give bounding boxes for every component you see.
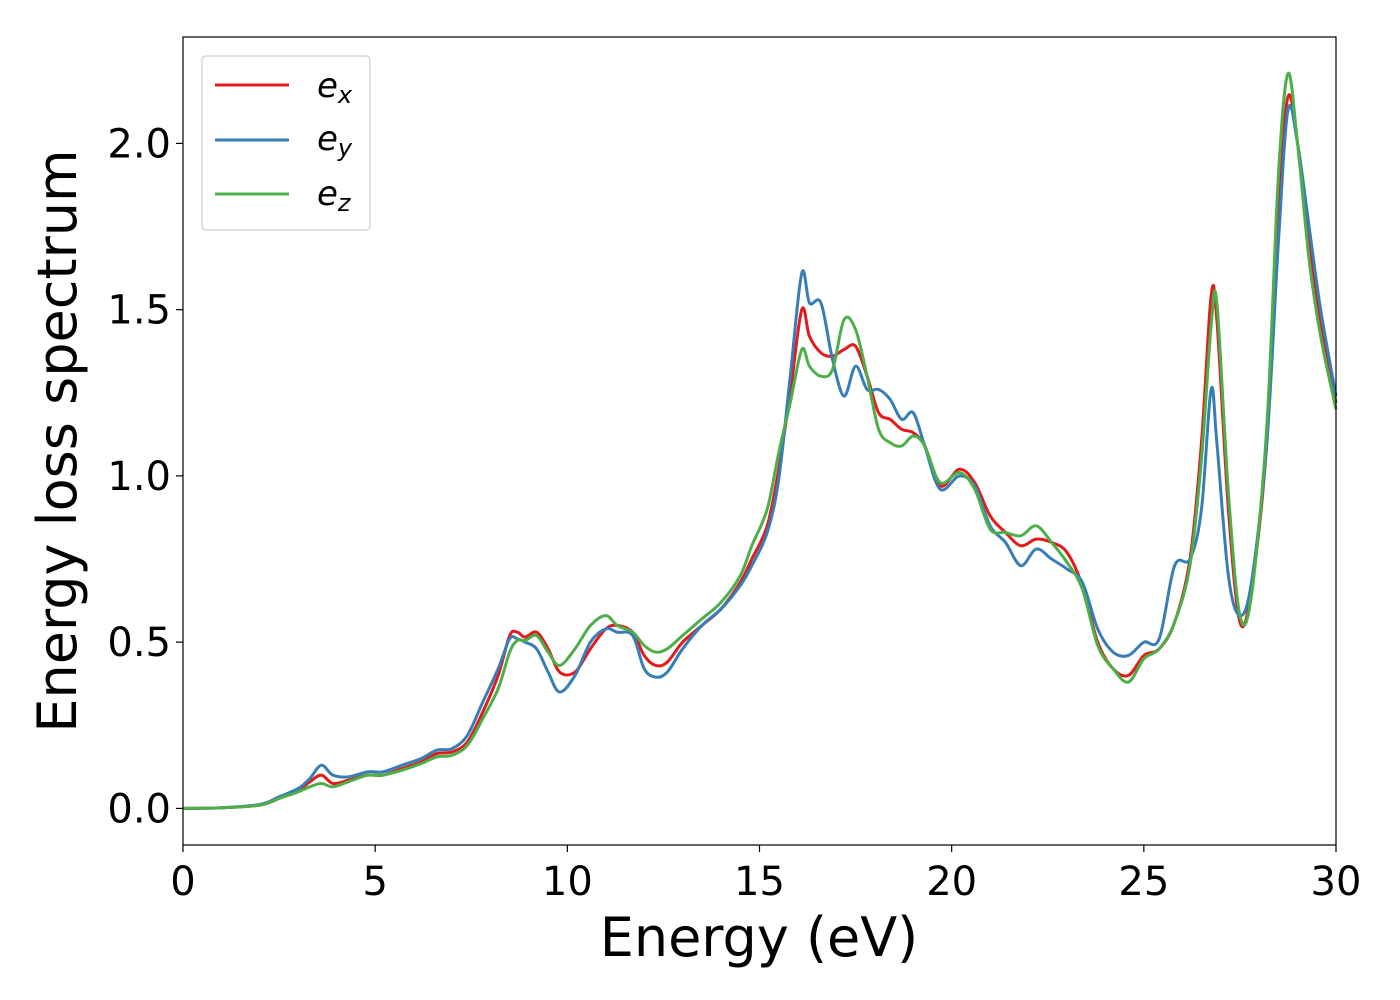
y-tick-label: 2.0 [107,121,171,167]
legend-sub-ey: y [337,134,353,162]
x-tick-label: 5 [362,859,387,905]
y-axis-label: Energy loss spectrum [26,149,89,732]
x-axis-label: Energy (eV) [600,906,919,969]
y-axis-ticks: 0.0 0.5 1.0 1.5 2.0 [107,121,183,832]
y-tick-label: 1.0 [107,454,171,500]
series-line-ex [182,93,1338,810]
legend-sub-ex: x [337,81,353,109]
legend-sub-ez: z [337,189,352,217]
legend-entry-ez: ez [215,174,352,217]
svg-text:ex: ex [317,66,353,109]
x-tick-label: 20 [926,859,977,905]
legend-label-ey: e [317,119,338,159]
y-tick-label: 1.5 [107,288,171,334]
legend-entry-ey: ey [215,119,353,162]
x-tick-label: 30 [1311,859,1362,905]
series-line-ey [182,103,1338,810]
y-tick-label: 0.5 [107,620,171,666]
x-tick-label: 15 [734,859,785,905]
legend-label-ez: e [317,174,338,214]
svg-text:ez: ez [317,174,352,217]
svg-text:ey: ey [317,119,353,162]
legend-entry-ex: ex [215,66,353,109]
x-tick-label: 25 [1118,859,1169,905]
legend-label-ex: e [317,66,338,106]
legend-box [201,55,371,231]
y-tick-label: 0.0 [107,786,171,832]
series-line-ez [182,71,1338,810]
x-axis-ticks: 0 5 10 15 20 25 30 [170,845,1361,905]
legend: ex ey ez [201,55,371,231]
plot-lines [182,71,1338,810]
x-tick-label: 0 [170,859,195,905]
x-tick-label: 10 [542,859,593,905]
